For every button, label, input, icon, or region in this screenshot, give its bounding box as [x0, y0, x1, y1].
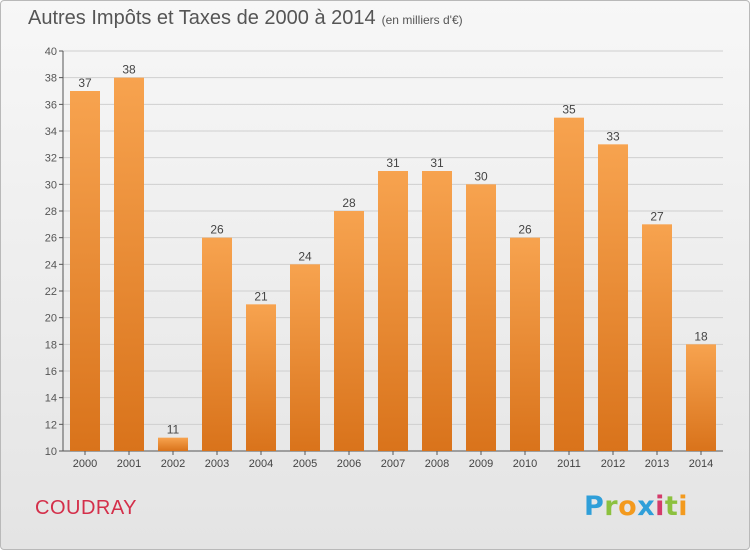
bar — [158, 437, 188, 451]
chart-title-text: Autres Impôts et Taxes de 2000 à 2014 — [28, 7, 376, 29]
y-tick-label: 38 — [45, 73, 57, 85]
x-tick-label: 2000 — [73, 458, 97, 470]
y-tick-label: 24 — [45, 259, 57, 271]
y-tick-label: 28 — [45, 206, 57, 218]
bar — [70, 91, 100, 451]
bar — [554, 117, 584, 452]
bar — [642, 224, 672, 451]
x-tick-label: 2011 — [557, 458, 581, 470]
logo-letter: i — [655, 491, 665, 522]
bar-value-label: 26 — [210, 223, 224, 237]
bar-value-label: 37 — [78, 76, 92, 90]
bar — [598, 144, 628, 452]
x-tick-label: 2010 — [513, 458, 537, 470]
bar-value-label: 18 — [694, 329, 708, 343]
x-tick-label: 2014 — [689, 458, 713, 470]
x-tick-label: 2007 — [381, 458, 405, 470]
bar-value-label: 38 — [122, 63, 136, 77]
x-tick-label: 2002 — [161, 458, 185, 470]
x-tick-label: 2009 — [469, 458, 493, 470]
logo-letter: x — [637, 491, 656, 522]
logo-letter: P — [584, 491, 605, 522]
bar-value-label: 31 — [430, 156, 444, 170]
logo-letter: t — [664, 491, 679, 522]
chart-unit: (en milliers d'€) — [381, 13, 463, 27]
bar-value-label: 21 — [254, 289, 268, 303]
logo-letter: i — [678, 491, 689, 522]
bar-value-label: 33 — [606, 129, 620, 143]
bar — [422, 171, 452, 451]
y-tick-label: 32 — [45, 153, 57, 165]
chart-title: Autres Impôts et Taxes de 2000 à 2014 (en… — [28, 7, 463, 30]
bar-value-label: 24 — [298, 249, 312, 263]
bar — [466, 184, 496, 452]
y-tick-label: 20 — [45, 313, 57, 325]
bars — [70, 77, 716, 452]
place-name: COUDRAY — [35, 497, 138, 519]
bar — [290, 264, 320, 451]
bar — [378, 171, 408, 451]
y-tick-label: 14 — [45, 393, 57, 405]
x-tick-label: 2001 — [117, 458, 141, 470]
x-tick-label: 2004 — [249, 458, 273, 470]
x-tick-label: 2013 — [645, 458, 669, 470]
x-tick-label: 2006 — [337, 458, 361, 470]
bar-value-label: 35 — [562, 103, 576, 117]
bar — [510, 237, 540, 451]
bar-value-label: 31 — [386, 156, 400, 170]
bar — [686, 344, 716, 451]
bar-value-label: 11 — [167, 423, 180, 437]
bar — [246, 304, 276, 451]
y-tick-label: 12 — [45, 419, 57, 431]
y-tick-label: 22 — [45, 286, 57, 298]
bar — [114, 77, 144, 452]
logo-letter: r — [604, 491, 619, 522]
y-tick-label: 16 — [45, 366, 57, 378]
bar-value-label: 28 — [342, 196, 356, 210]
x-tick-label: 2008 — [425, 458, 449, 470]
y-tick-label: 34 — [45, 126, 57, 138]
proxiti-logo: Proxiti — [584, 491, 688, 522]
bar-value-label: 30 — [474, 169, 488, 183]
bar-value-label: 26 — [518, 223, 532, 237]
y-tick-label: 30 — [45, 179, 57, 191]
bar-value-label: 27 — [650, 209, 664, 223]
y-tick-label: 26 — [45, 233, 57, 245]
bar — [334, 211, 364, 451]
y-tick-label: 36 — [45, 99, 57, 111]
logo-letter: o — [618, 491, 638, 522]
y-tick-label: 18 — [45, 339, 57, 351]
y-tick-label: 40 — [45, 46, 57, 58]
x-tick-label: 2003 — [205, 458, 229, 470]
bar — [202, 237, 232, 451]
labels: 10 12 14 16 18 20 22 24 26 28 30 32 34 36 38 40 37 2000 38… — [45, 46, 713, 470]
x-tick-label: 2005 — [293, 458, 317, 470]
x-tick-label: 2012 — [601, 458, 625, 470]
y-tick-label: 10 — [45, 446, 57, 458]
